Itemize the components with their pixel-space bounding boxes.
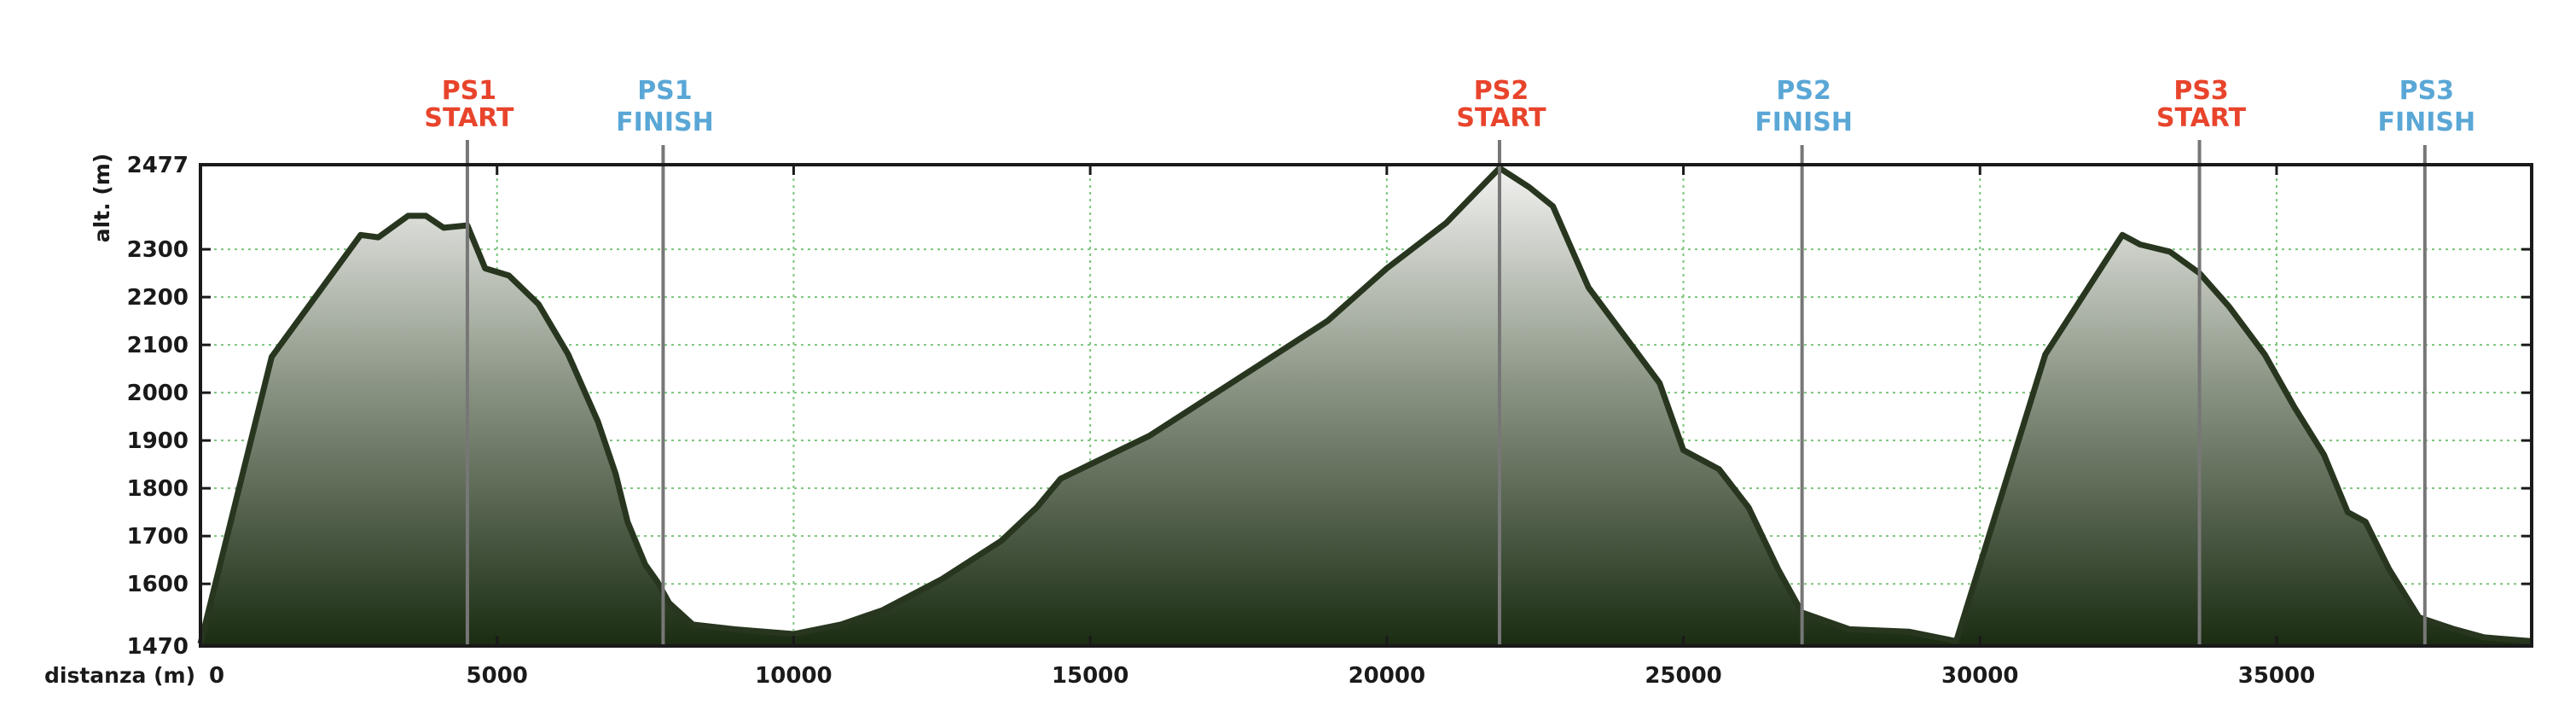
elevation-point: [668, 602, 670, 604]
x-tick-label: 0: [209, 663, 224, 689]
elevation-point: [484, 268, 486, 269]
elevation-point: [1955, 640, 1957, 642]
y-tick-label: 2477: [127, 153, 189, 178]
x-tick-label: 15000: [1052, 663, 1128, 689]
marker-label-stage: PS2: [1474, 76, 1529, 106]
elevation-point: [2418, 616, 2420, 618]
marker-label-kind: START: [424, 103, 514, 133]
y-tick-label: 1600: [127, 572, 189, 597]
elevation-area: [197, 165, 2532, 646]
y-tick-label: 1800: [127, 476, 189, 502]
axis-ticks: 1470 1600 1700 1800 1900 2000 2100 2200 2300 2477…: [127, 153, 2532, 689]
elevation-point: [1089, 463, 1091, 465]
y-tick-label: 2100: [127, 333, 189, 358]
elevation-point: [271, 356, 272, 358]
elevation-point: [792, 633, 794, 635]
elevation-point: [1683, 449, 1684, 451]
elevation-fill: [200, 167, 2532, 646]
y-tick-label: 2300: [127, 237, 189, 263]
elevation-point: [1059, 478, 1061, 480]
x-tick-label: 25000: [1645, 663, 1721, 689]
elevation-point: [1386, 268, 1388, 269]
y-tick-label: 2200: [127, 285, 189, 311]
elevation-point: [360, 234, 362, 236]
elevation-point: [1036, 507, 1037, 509]
marker-label-kind: FINISH: [1755, 108, 1853, 137]
marker-label-kind: FINISH: [616, 108, 714, 137]
y-tick-label: 2000: [127, 381, 189, 406]
marker-label-kind: START: [2156, 103, 2247, 133]
elevation-point: [2121, 234, 2123, 236]
marker-label-stage: PS3: [2399, 76, 2454, 106]
elevation-point: [508, 275, 510, 276]
elevation-point: [840, 624, 842, 626]
elevation-point: [407, 215, 409, 217]
elevation-point: [1659, 382, 1661, 384]
elevation-point: [1326, 320, 1328, 322]
elevation-point: [1587, 287, 1589, 288]
elevation-point: [1848, 628, 1850, 630]
elevation-point: [882, 609, 884, 611]
marker-label-stage: PS2: [1776, 76, 1830, 106]
marker-label-stage: PS1: [637, 76, 692, 106]
elevation-point: [645, 564, 647, 566]
x-tick-label: 10000: [755, 663, 832, 689]
y-tick-label: 1700: [127, 524, 189, 550]
x-tick-label: 5000: [467, 663, 528, 689]
x-tick-label: 35000: [2238, 663, 2315, 689]
x-tick-label: 20000: [1349, 663, 1425, 689]
elevation-point: [1718, 468, 1720, 470]
marker-label-kind: START: [1456, 103, 1546, 133]
elevation-point: [567, 353, 569, 355]
elevation-point: [1445, 222, 1447, 224]
elevation-point: [2364, 521, 2366, 522]
elevation-point: [657, 580, 658, 582]
stage-markers: PS1STARTPS1FINISHPS2STARTPS2FINISHPS3STA…: [424, 76, 2475, 646]
elevation-point: [2228, 306, 2230, 307]
elevation-point: [627, 521, 629, 522]
elevation-point: [378, 236, 380, 238]
marker-label-stage: PS1: [442, 76, 496, 106]
x-tick-label: 30000: [1941, 663, 2018, 689]
plot-frame: [199, 163, 2533, 648]
elevation-point: [1552, 206, 1554, 207]
elevation-point: [1208, 397, 1210, 399]
elevation-point: [597, 421, 599, 422]
x-axis-label: distanza (m): [44, 663, 195, 688]
elevation-point: [1908, 631, 1910, 632]
elevation-point: [537, 304, 539, 305]
elevation-point: [2388, 568, 2390, 570]
y-tick-label: 1470: [127, 634, 189, 660]
elevation-point: [1149, 435, 1151, 437]
y-axis-label: alt. (m): [90, 154, 114, 243]
y-tick-label: 1900: [127, 428, 189, 454]
marker-label-stage: PS3: [2173, 76, 2228, 106]
marker-label-kind: FINISH: [2378, 108, 2476, 137]
elevation-point: [2347, 511, 2348, 513]
elevation-point: [2169, 251, 2171, 253]
elevation-line: [197, 165, 2532, 645]
elevation-point: [2294, 406, 2295, 408]
elevation-point: [2264, 353, 2266, 355]
elevation-point: [2139, 244, 2141, 245]
elevation-point: [2454, 628, 2456, 630]
